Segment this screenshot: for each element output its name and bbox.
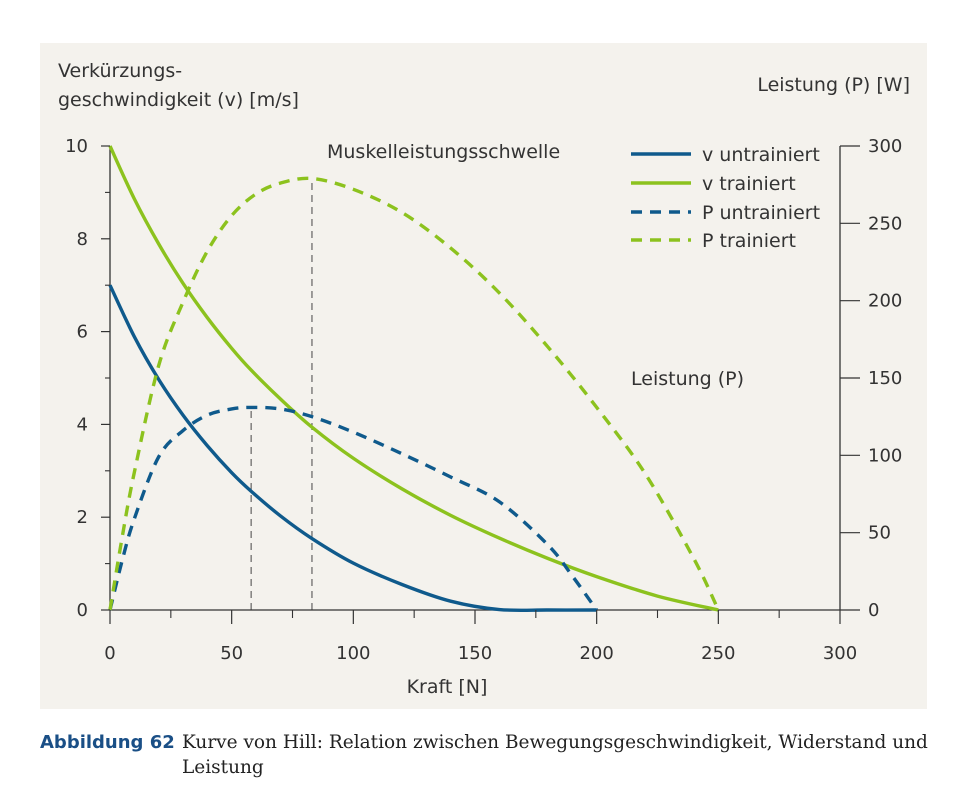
y-right-label: Leistung (P) [W]: [757, 74, 910, 96]
y-right-tick-label: 250: [868, 213, 902, 234]
caption-text: Kurve von Hill: Relation zwischen Bewegu…: [182, 732, 928, 778]
x-tick-label: 0: [104, 643, 115, 664]
figure-panel: 0 50 100 150 200 250 300 0 2 4 6 8 10 0 50 100 150 200 250…: [40, 43, 927, 709]
x-tick-label: 50: [220, 643, 243, 664]
x-tick-label: 250: [701, 643, 735, 664]
y-left-tick-label: 8: [77, 229, 88, 250]
y-right-tick-label: 300: [868, 136, 902, 157]
legend-label-v-trained: v trainiert: [702, 173, 796, 195]
x-tick-label: 300: [823, 643, 857, 664]
threshold-annotation: Muskelleistungsschwelle: [327, 141, 560, 163]
series-line-v-trainiert: [108, 145, 719, 612]
y-left-tick-label: 0: [77, 600, 88, 621]
y-left-label-line1: Verkürzungs-: [58, 60, 182, 82]
y-right-tick-label: 0: [868, 600, 879, 621]
y-left-tick-label: 2: [77, 507, 88, 528]
y-right-tick-label: 100: [868, 445, 902, 466]
legend-label-p-trained: P trainiert: [702, 230, 796, 252]
x-axis-label: Kraft [N]: [407, 676, 488, 698]
x-tick-label: 150: [458, 643, 492, 664]
y-left-tick-label: 6: [77, 322, 88, 343]
y-left-label-line2: geschwindigkeit (v) [m/s]: [58, 89, 299, 111]
legend-label-v-untrained: v untrainiert: [702, 144, 820, 166]
power-annotation: Leistung (P): [631, 368, 744, 390]
y-right-tick-label: 200: [868, 291, 902, 312]
series-line-p-untrainiert: [108, 405, 599, 611]
y-left-tick-label: 10: [65, 136, 88, 157]
series-line-v-untrainiert: [108, 284, 597, 613]
caption-label: Abbildung 62: [40, 732, 175, 753]
hill-curve-chart: 0 50 100 150 200 250 3000246810050100150200250…: [58, 60, 910, 698]
series-line-p-trainiert: [108, 176, 720, 611]
x-tick-label: 200: [579, 643, 613, 664]
y-right-tick-label: 150: [868, 368, 902, 389]
y-right-tick-label: 50: [868, 523, 891, 544]
y-left-tick-label: 4: [77, 414, 88, 435]
legend-label-p-untrained: P untrainiert: [702, 202, 820, 224]
x-tick-label: 100: [336, 643, 370, 664]
legend: v untrainiert v trainiert P untrainiert …: [631, 144, 820, 252]
